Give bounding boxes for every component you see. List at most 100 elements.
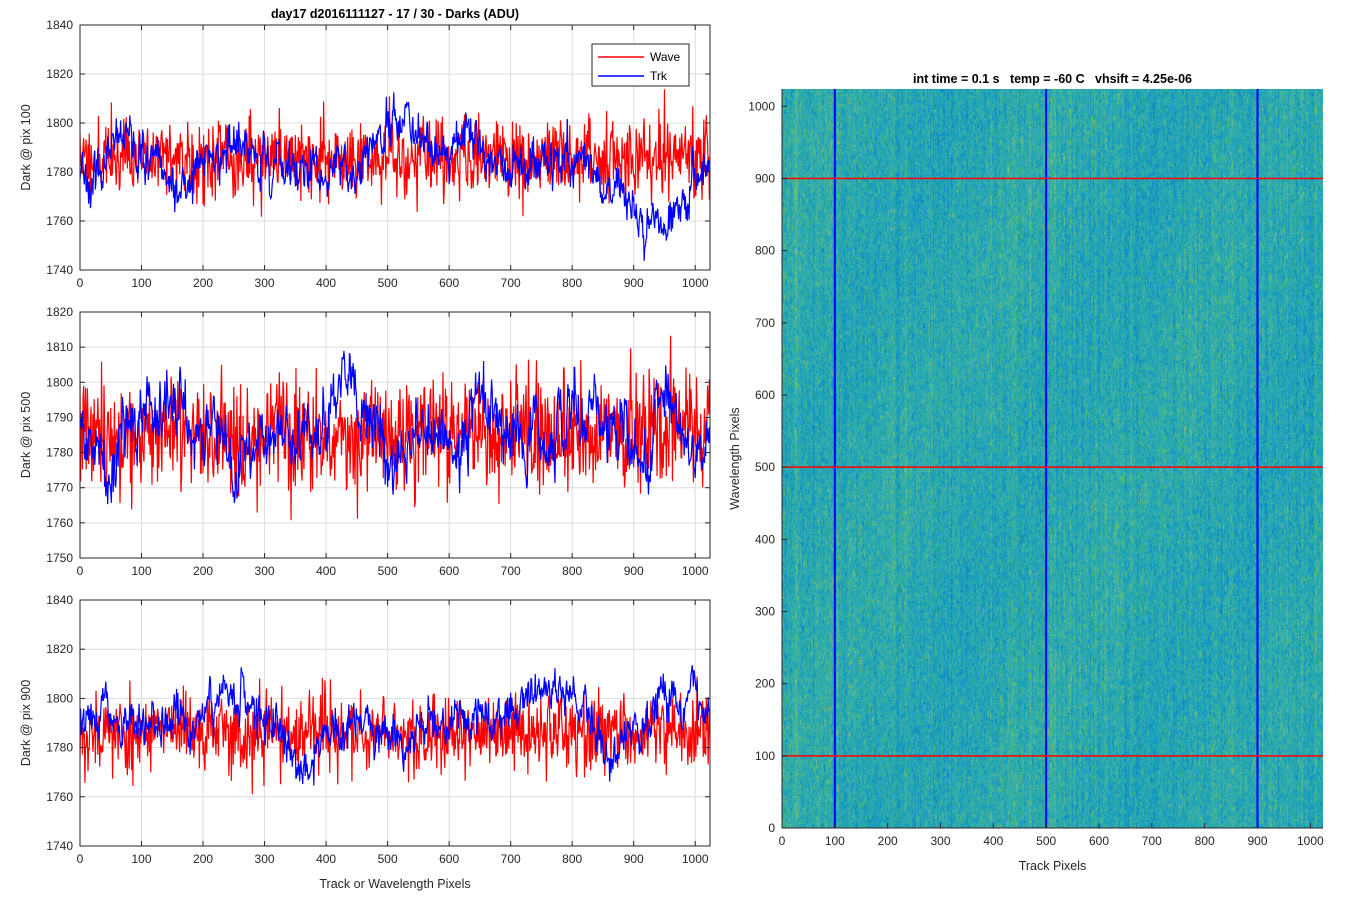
- y-tick-label: 400: [755, 532, 775, 546]
- x-tick-label: 100: [132, 852, 152, 866]
- heatmap-title: int time = 0.1 s temp = -60 C vhsift = 4…: [913, 72, 1192, 86]
- y-tick-label: 1840: [46, 18, 73, 32]
- x-tick-label: 700: [501, 564, 521, 578]
- y-axis-label: Dark @ pix 100: [19, 104, 33, 190]
- y-tick-label: 1760: [46, 790, 73, 804]
- x-tick-label: 0: [77, 852, 84, 866]
- heatmap-dark-frame: 0 100 200 300 400 500 600 700 800 900 1000 0 100 200 3…: [728, 72, 1324, 873]
- x-tick-label: 0: [779, 834, 786, 848]
- series-line-trk: [80, 350, 710, 505]
- x-tick-label: 700: [1142, 834, 1162, 848]
- x-tick-label: 500: [378, 852, 398, 866]
- y-tick-label: 1800: [46, 375, 73, 389]
- y-tick-label: 1760: [46, 516, 73, 530]
- line-chart-pix-900: 0 100 200 300 400 500 600 700 800 900 1000 1740 1760…: [19, 593, 711, 891]
- x-tick-label: 200: [193, 852, 213, 866]
- x-tick-label: 500: [378, 564, 398, 578]
- legend-box: [591, 43, 690, 87]
- figure-title: day17 d2016111127 - 17 / 30 - Darks (ADU…: [271, 7, 519, 21]
- x-tick-label: 600: [1089, 834, 1109, 848]
- y-tick-label: 1820: [46, 67, 73, 81]
- y-tick-label: 900: [755, 171, 775, 185]
- y-tick-label: 1740: [46, 263, 73, 277]
- series-line-trk: [80, 92, 710, 261]
- y-tick-label: 1740: [46, 839, 73, 853]
- x-tick-label: 300: [930, 834, 950, 848]
- x-tick-label: 800: [562, 564, 582, 578]
- y-tick-label: 1000: [748, 99, 775, 113]
- x-tick-label: 1000: [682, 564, 709, 578]
- y-tick-label: 1780: [46, 741, 73, 755]
- y-tick-label: 100: [755, 749, 775, 763]
- y-tick-label: 1770: [46, 481, 73, 495]
- y-tick-label: 1840: [46, 593, 73, 607]
- axes-frame: [79, 599, 711, 847]
- x-tick-label: 400: [316, 852, 336, 866]
- y-tick-label: 300: [755, 604, 775, 618]
- y-tick-label: 200: [755, 677, 775, 691]
- x-tick-label: 600: [439, 276, 459, 290]
- x-tick-label: 300: [255, 564, 275, 578]
- x-tick-label: 900: [624, 276, 644, 290]
- line-chart-pix-100: 0 100 200 300 400 500 600 700 800 900 1000 1740 1760…: [19, 18, 711, 290]
- x-tick-label: 300: [255, 852, 275, 866]
- x-tick-label: 800: [562, 276, 582, 290]
- x-tick-label: 0: [77, 276, 84, 290]
- series-line-wave: [80, 335, 710, 521]
- line-chart-pix-500: 0 100 200 300 400 500 600 700 800 900 1000 1750 1760…: [19, 305, 711, 578]
- x-tick-label: 400: [983, 834, 1003, 848]
- x-tick-label: 800: [562, 852, 582, 866]
- x-tick-label: 500: [378, 276, 398, 290]
- legend: Wave Trk: [591, 43, 690, 87]
- y-axis-label: Dark @ pix 500: [19, 392, 33, 478]
- series-line-wave: [80, 89, 710, 217]
- y-tick-label: 1750: [46, 551, 73, 565]
- y-tick-label: 500: [755, 460, 775, 474]
- y-tick-label: 1820: [46, 305, 73, 319]
- x-tick-label: 900: [624, 852, 644, 866]
- x-tick-label: 1000: [1297, 834, 1324, 848]
- x-tick-label: 200: [193, 564, 213, 578]
- y-tick-label: 1810: [46, 340, 73, 354]
- y-tick-label: 1800: [46, 691, 73, 705]
- x-tick-label: 700: [501, 276, 521, 290]
- x-tick-label: 200: [193, 276, 213, 290]
- x-tick-label: 900: [624, 564, 644, 578]
- y-axis-label: Wavelength Pixels: [728, 407, 742, 509]
- x-tick-label: 400: [316, 276, 336, 290]
- x-tick-label: 600: [439, 564, 459, 578]
- x-tick-label: 900: [1247, 834, 1267, 848]
- x-tick-label: 100: [132, 276, 152, 290]
- y-tick-label: 0: [768, 821, 775, 835]
- y-tick-label: 1780: [46, 446, 73, 460]
- x-tick-label: 400: [316, 564, 336, 578]
- y-tick-label: 1790: [46, 410, 73, 424]
- axes-frame: [79, 311, 711, 559]
- y-tick-label: 600: [755, 388, 775, 402]
- series-line-trk: [80, 665, 710, 786]
- y-tick-label: 1820: [46, 642, 73, 656]
- x-tick-label: 700: [501, 852, 521, 866]
- x-axis-label: Track or Wavelength Pixels: [319, 877, 470, 891]
- legend-label-trk: Trk: [650, 69, 668, 83]
- x-tick-label: 0: [77, 564, 84, 578]
- x-tick-label: 100: [132, 564, 152, 578]
- y-tick-label: 1760: [46, 214, 73, 228]
- x-tick-label: 200: [878, 834, 898, 848]
- y-tick-label: 1800: [46, 116, 73, 130]
- x-tick-label: 500: [1036, 834, 1056, 848]
- y-axis-label: Dark @ pix 900: [19, 680, 33, 766]
- x-axis-label: Track Pixels: [1019, 859, 1087, 873]
- axes-frame: [79, 24, 711, 271]
- y-tick-label: 800: [755, 244, 775, 258]
- y-tick-label: 700: [755, 316, 775, 330]
- y-tick-label: 1780: [46, 165, 73, 179]
- x-tick-label: 1000: [682, 276, 709, 290]
- x-tick-label: 100: [825, 834, 845, 848]
- heatmap-image: [782, 89, 1323, 828]
- x-tick-label: 1000: [682, 852, 709, 866]
- x-tick-label: 800: [1195, 834, 1215, 848]
- series-line-wave: [80, 676, 710, 795]
- legend-label-wave: Wave: [650, 50, 681, 64]
